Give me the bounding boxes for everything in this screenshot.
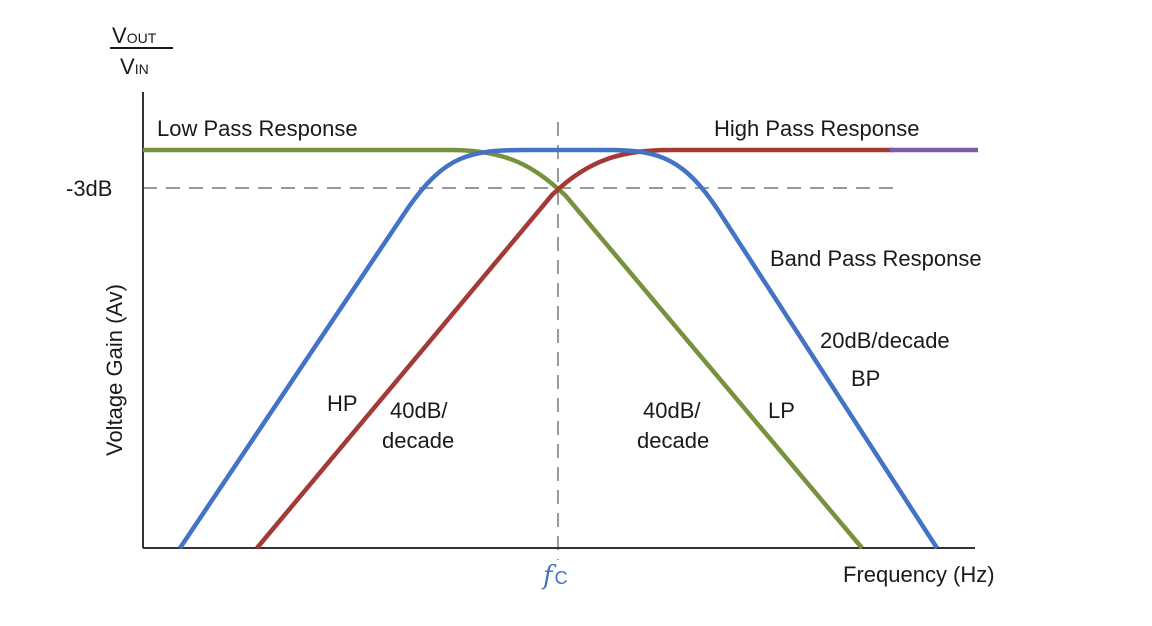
- high-pass-curve: [255, 147, 893, 550]
- band-pass-label: Band Pass Response: [770, 246, 982, 271]
- hp-slope-label-line2: decade: [382, 428, 454, 453]
- svg-text:VIN: VIN: [120, 54, 149, 79]
- high-pass-label: High Pass Response: [714, 116, 919, 141]
- lp-short-label: LP: [768, 398, 795, 423]
- hp-short-label: HP: [327, 391, 358, 416]
- x-axis-label: Frequency (Hz): [843, 562, 995, 587]
- svg-text:VOUT: VOUT: [112, 23, 157, 48]
- minus-3db-label: -3dB: [66, 176, 112, 201]
- lp-slope-label-line2: decade: [637, 428, 709, 453]
- bp-slope-label: 20dB/decade: [820, 328, 950, 353]
- low-pass-curve: [143, 147, 864, 550]
- band-pass-curve: [178, 147, 939, 550]
- hp-slope-label-line1: 40dB/: [390, 398, 448, 423]
- lp-slope-label-line1: 40dB/: [643, 398, 701, 423]
- y-axis-label: Voltage Gain (Av): [102, 284, 127, 456]
- vout-vin-ratio-label: VOUT VIN: [110, 23, 173, 79]
- low-pass-label: Low Pass Response: [157, 116, 358, 141]
- bp-short-label: BP: [851, 366, 880, 391]
